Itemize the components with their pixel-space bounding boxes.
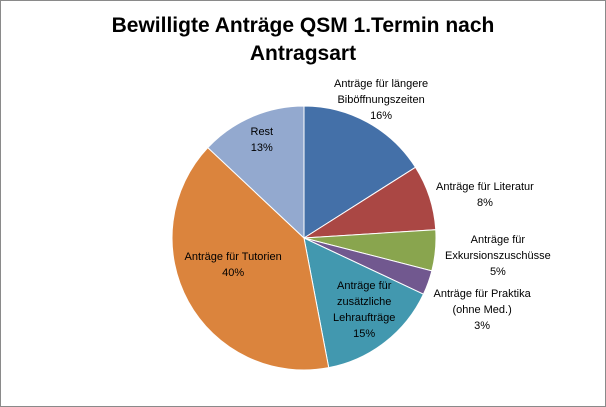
- chart-title-line-1: Bewilligte Anträge QSM 1.Termin nach: [111, 14, 495, 37]
- slice-label-0-line-1: Biböffnungszeiten: [337, 94, 425, 106]
- slice-value-2: 5%: [489, 266, 506, 278]
- slice-label-0-line-0: Anträge für längere: [334, 78, 429, 90]
- slice-label-5: Anträge für Tutorien 40%: [185, 249, 282, 281]
- slice-value-4: 15%: [353, 328, 376, 340]
- slice-label-4-line-2: Lehraufträge: [333, 312, 396, 324]
- slice-label-0: Anträge für längere Biböffnungszeiten 16%: [334, 76, 428, 124]
- slice-label-2-line-0: Anträge für: [470, 234, 526, 246]
- slice-label-2: Anträge für Exkursionszuschüsse 5%: [445, 232, 551, 280]
- slice-label-6: Rest 13%: [251, 124, 274, 156]
- pie-slice-0: [303, 105, 417, 239]
- pie-slice-5: [171, 146, 330, 371]
- slice-value-1: 8%: [476, 197, 493, 209]
- slice-label-6-line-0: Rest: [250, 126, 274, 138]
- chart-title: Bewilligte Anträge QSM 1.Termin nach Ant…: [0, 12, 606, 68]
- slice-label-5-line-0: Anträge für Tutorien: [184, 251, 282, 263]
- slice-label-2-line-1: Exkursionszuschüsse: [445, 250, 551, 262]
- slice-label-4-line-1: zusätzliche: [336, 296, 392, 308]
- pie-slice-6: [207, 105, 305, 240]
- slice-value-5: 40%: [222, 267, 245, 279]
- slice-value-3: 3%: [474, 320, 491, 332]
- slice-label-1-line-0: Anträge für Literatur: [436, 181, 534, 193]
- slice-value-0: 16%: [370, 110, 393, 122]
- slice-value-6: 13%: [250, 142, 273, 154]
- slice-label-3-line-1: (ohne Med.): [452, 304, 512, 316]
- slice-label-4: Anträge für zusätzliche Lehraufträge 15%: [333, 278, 395, 342]
- slice-label-3-line-0: Anträge für Praktika: [433, 288, 531, 300]
- slice-label-1: Anträge für Literatur 8%: [436, 179, 534, 211]
- slice-label-3: Anträge für Praktika (ohne Med.) 3%: [434, 286, 531, 334]
- chart-title-line-2: Antragsart: [249, 42, 357, 65]
- slice-label-4-line-0: Anträge für: [336, 280, 392, 292]
- pie-slice-4: [303, 237, 425, 369]
